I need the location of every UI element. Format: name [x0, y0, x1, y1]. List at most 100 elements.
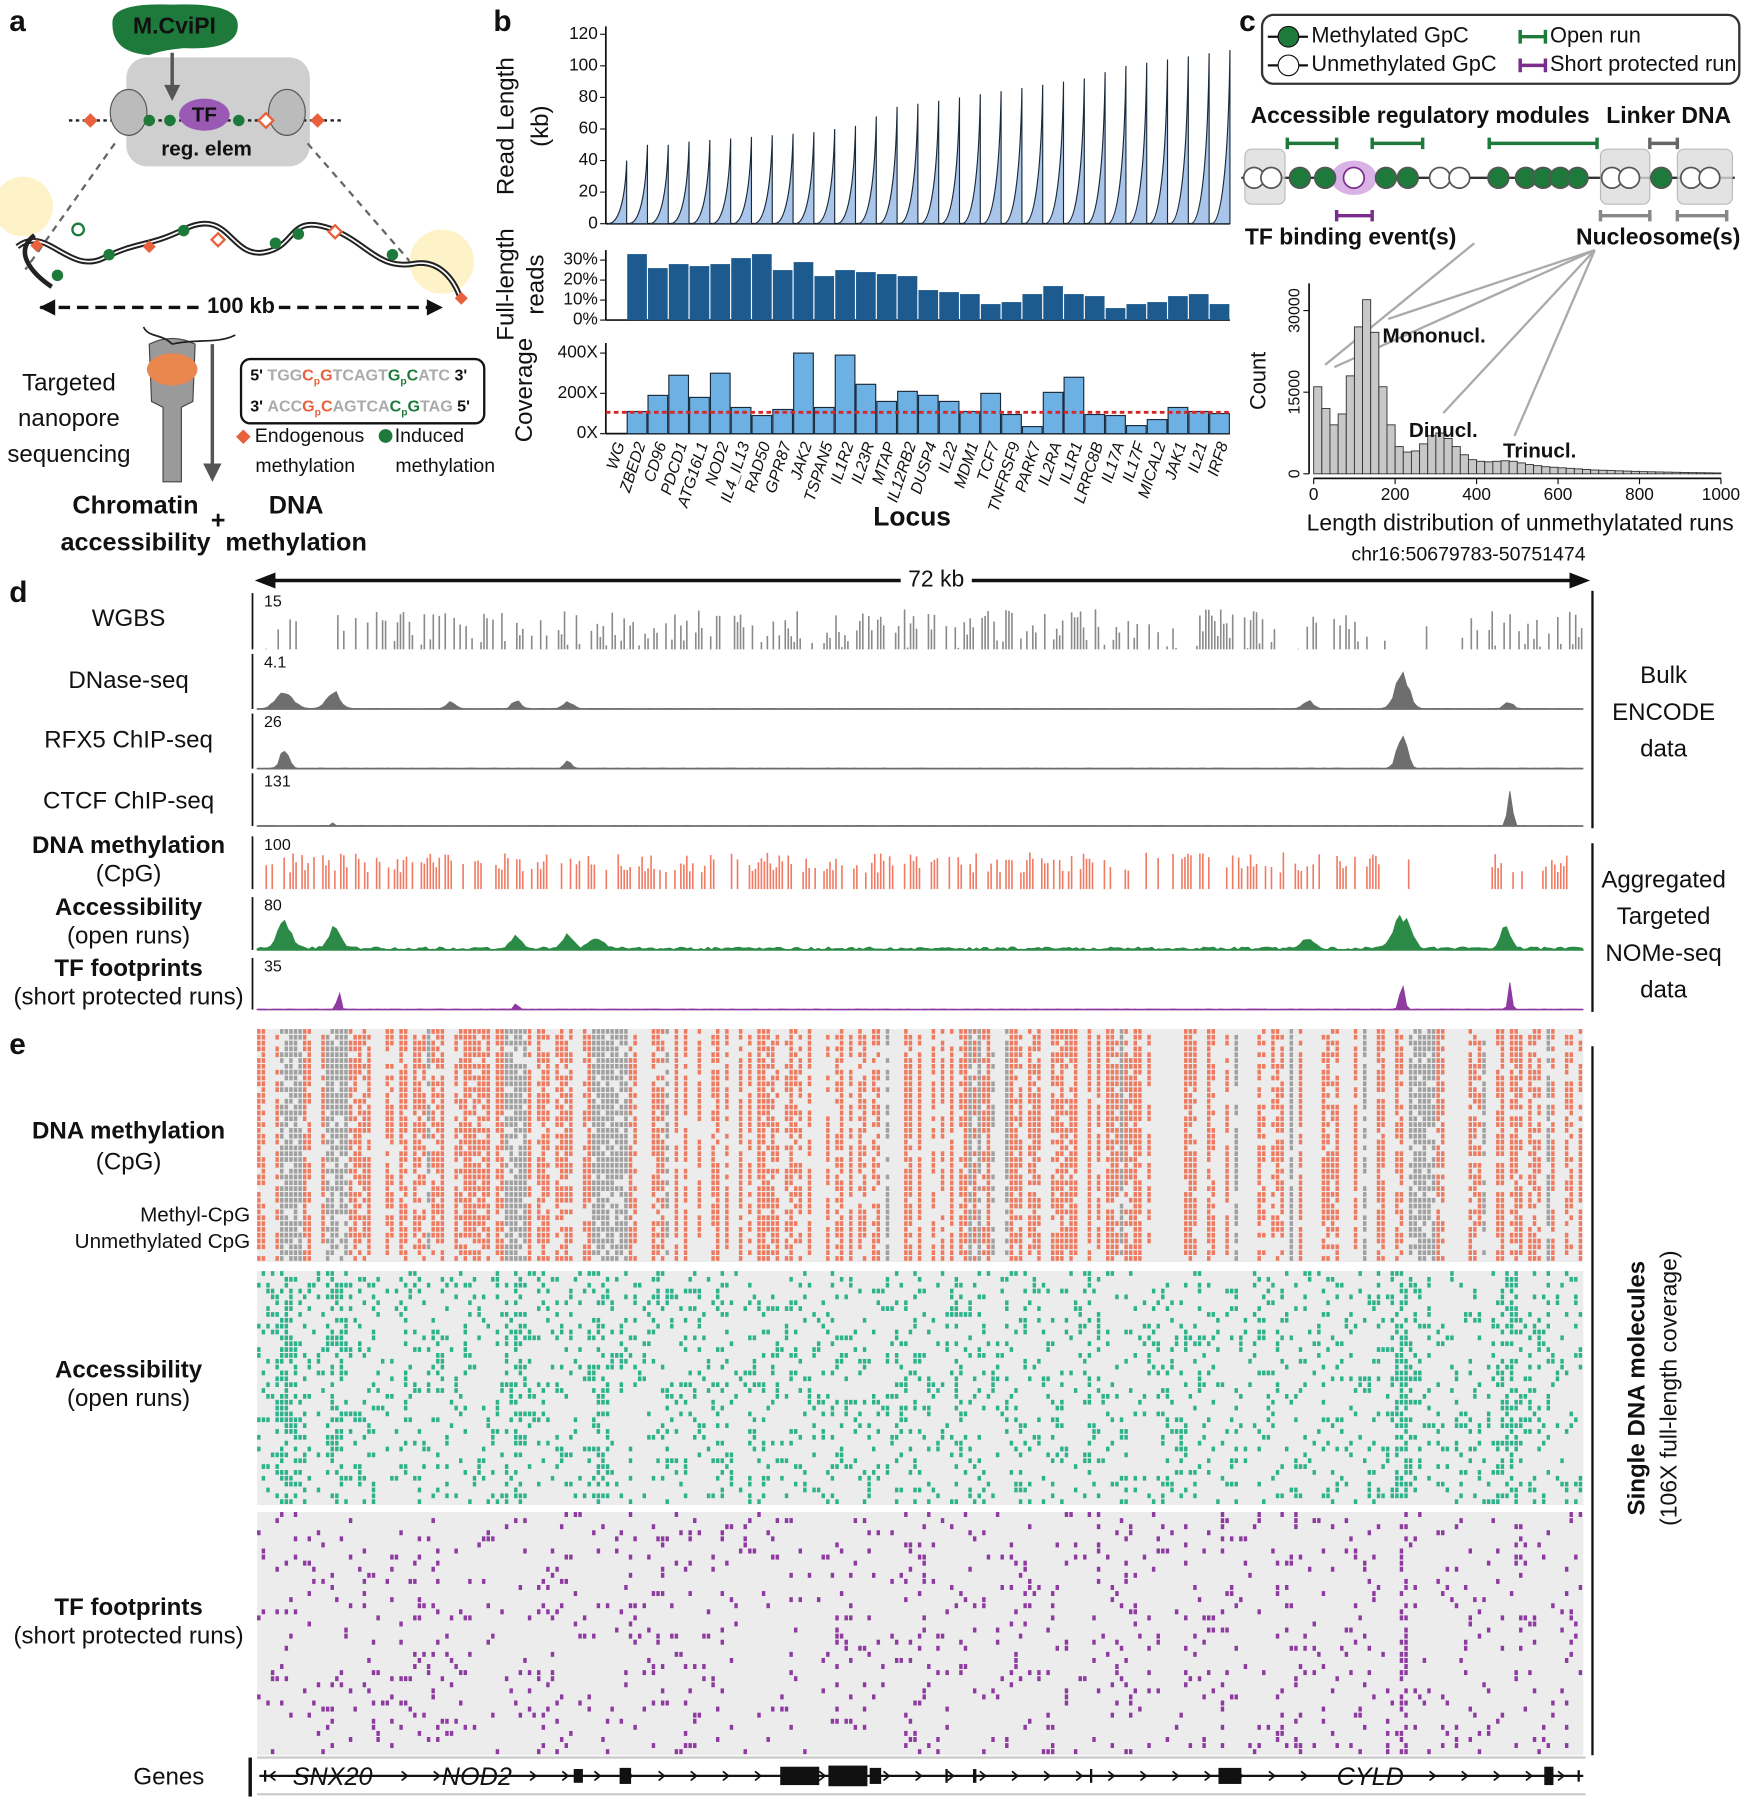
molecule-cell: [335, 1105, 338, 1110]
molecule-cell: [978, 1256, 981, 1261]
molecule-cell: [514, 1215, 517, 1220]
molecule-cell: [367, 1210, 370, 1215]
molecule-cell: [858, 1093, 861, 1098]
molecule-cell: [431, 1198, 434, 1203]
molecule-cell: [500, 1052, 503, 1057]
molecule-cell: [413, 1064, 416, 1069]
molecule-cell: [1069, 1210, 1072, 1215]
molecule-cell: [1074, 1029, 1077, 1034]
molecule-cell: [413, 1210, 416, 1215]
molecule-cell: [794, 1221, 797, 1226]
molecule-cell: [1129, 1175, 1132, 1180]
molecule-cell: [1060, 1122, 1063, 1127]
molecule-cell: [298, 1169, 301, 1174]
molecule-cell: [262, 1244, 265, 1249]
cpg: [310, 113, 325, 128]
molecule-cell: [431, 1087, 434, 1092]
molecule-cell: [615, 1175, 618, 1180]
molecule-cell: [1005, 1087, 1008, 1092]
molecule-cell: [1124, 1210, 1127, 1215]
molecule-cell: [487, 1064, 490, 1069]
molecule-cell: [363, 1041, 366, 1046]
molecule-cell: [973, 1210, 976, 1215]
molecule-cell: [289, 1244, 292, 1249]
molecule-cell: [500, 1169, 503, 1174]
molecule-cell: [335, 1157, 338, 1162]
molecule-cell: [1033, 1210, 1036, 1215]
molecule-cell: [487, 1041, 490, 1046]
molecule-cell: [1111, 1256, 1114, 1261]
molecule-cell: [932, 1233, 935, 1238]
molecule-cell: [349, 1215, 352, 1220]
molecule-cell: [757, 1093, 760, 1098]
molecule-cell: [454, 1041, 457, 1046]
molecule-cell: [982, 1186, 985, 1191]
molecule-cell: [289, 1146, 292, 1151]
molecule-cell: [537, 1047, 540, 1052]
molecule-cell: [624, 1105, 627, 1110]
molecule-cell: [390, 1128, 393, 1133]
molecule-cell: [597, 1250, 600, 1255]
molecule-cell: [950, 1070, 953, 1075]
molecule-cell: [413, 1128, 416, 1133]
molecule-cell: [1010, 1151, 1013, 1156]
molecule-cell: [482, 1070, 485, 1075]
molecule-cell: [1147, 1105, 1150, 1110]
molecule-cell: [399, 1198, 402, 1203]
molecule-cell: [275, 1151, 278, 1156]
molecule-cell: [1028, 1093, 1031, 1098]
molecule-cell: [1111, 1111, 1114, 1116]
molecule-cell: [835, 1146, 838, 1151]
molecule-cell: [262, 1041, 265, 1046]
molecule-cell: [399, 1180, 402, 1185]
molecule-cell: [1106, 1087, 1109, 1092]
histogram-bar: [1501, 461, 1509, 474]
molecule-cell: [964, 1215, 967, 1220]
molecule-cell: [294, 1221, 297, 1226]
molecule-cell: [789, 1250, 792, 1255]
molecule-cell: [542, 1029, 545, 1034]
molecule-cell: [877, 1175, 880, 1180]
molecule-cell: [340, 1239, 343, 1244]
molecule-cell: [826, 1128, 829, 1133]
molecule-cell: [509, 1070, 512, 1075]
molecule-cell: [353, 1192, 356, 1197]
molecule-cell: [592, 1250, 595, 1255]
molecule-cell: [496, 1052, 499, 1057]
molecule-cell: [1033, 1157, 1036, 1162]
molecule-cell: [964, 1029, 967, 1034]
molecule-cell: [1088, 1151, 1091, 1156]
molecule-cell: [1088, 1146, 1091, 1151]
molecule-cell: [661, 1146, 664, 1151]
molecule-cell: [353, 1244, 356, 1249]
molecule-cell: [1069, 1052, 1072, 1057]
molecule-cell: [964, 1186, 967, 1191]
molecule-cell: [652, 1186, 655, 1191]
molecule-cell: [390, 1227, 393, 1232]
molecule-cell: [633, 1076, 636, 1081]
molecule-cell: [606, 1128, 609, 1133]
molecule-cell: [565, 1058, 568, 1063]
molecule-cell: [615, 1157, 618, 1162]
molecule-cell: [886, 1210, 889, 1215]
molecule-cell: [964, 1052, 967, 1057]
molecule-cell: [427, 1081, 430, 1086]
molecule-cell: [542, 1198, 545, 1203]
molecule-cell: [399, 1140, 402, 1145]
molecule-cell: [528, 1239, 531, 1244]
molecule-cell: [390, 1134, 393, 1139]
molecule-cell: [849, 1215, 852, 1220]
molecule-cell: [771, 1076, 774, 1081]
molecule-cell: [487, 1204, 490, 1209]
molecule-cell: [858, 1099, 861, 1104]
histogram-bar: [1582, 469, 1590, 473]
molecule-cell: [1019, 1192, 1022, 1197]
molecule-cell: [308, 1058, 311, 1063]
molecule-cell: [968, 1134, 971, 1139]
molecule-cell: [431, 1081, 434, 1086]
molecule-cell: [1129, 1256, 1132, 1261]
molecule-cell: [964, 1087, 967, 1092]
molecule-cell: [1134, 1134, 1137, 1139]
molecule-cell: [1014, 1146, 1017, 1151]
molecule-cell: [468, 1035, 471, 1040]
